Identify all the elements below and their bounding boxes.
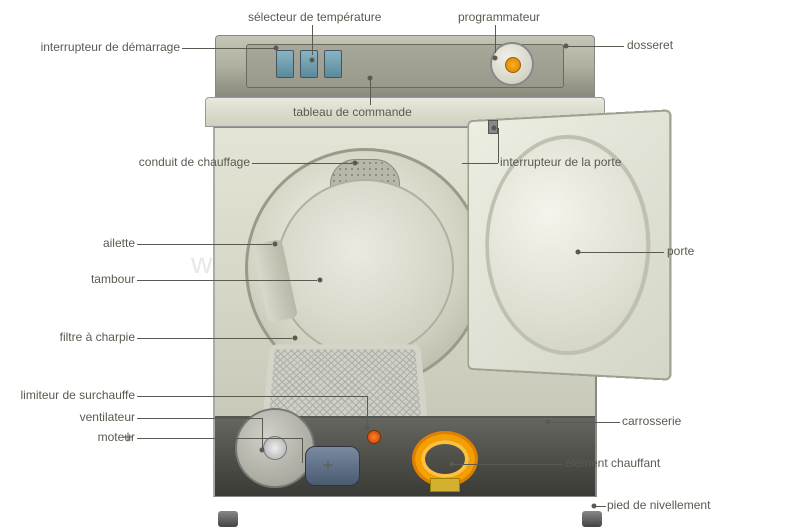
leader-dot	[546, 420, 551, 425]
label-leveling-foot: pied de nivellement	[607, 498, 710, 512]
leader-dot	[274, 46, 279, 51]
motor	[305, 446, 360, 486]
label-door-switch: interrupteur de la porte	[500, 155, 621, 169]
leader-dot	[310, 58, 315, 63]
leader	[548, 422, 620, 423]
leader-dot	[576, 250, 581, 255]
backsplash	[215, 35, 595, 97]
label-vane: ailette	[103, 236, 135, 250]
leader-dot	[260, 448, 265, 453]
leader	[262, 418, 263, 448]
heating-element	[415, 434, 475, 484]
label-heating-duct: conduit de chauffage	[139, 155, 250, 169]
leader-dot	[365, 426, 370, 431]
label-safety-thermostat: limiteur de surchauffe	[20, 388, 135, 402]
label-temperature-selector: sélecteur de température	[248, 10, 381, 24]
leader-dot	[293, 336, 298, 341]
leader	[566, 46, 624, 47]
timer-dial	[490, 42, 534, 86]
label-lint-trap: filtre à charpie	[60, 330, 135, 344]
leader	[596, 506, 606, 507]
leader	[137, 418, 262, 419]
leader	[498, 128, 499, 163]
label-fan: ventilateur	[80, 410, 135, 424]
label-drum: tambour	[91, 272, 135, 286]
temperature-switch	[300, 50, 318, 78]
label-cabinet: carrosserie	[622, 414, 681, 428]
leader	[137, 338, 292, 339]
label-door: porte	[667, 244, 694, 258]
label-control-panel: tableau de commande	[293, 105, 412, 119]
label-motor: moteur	[98, 430, 135, 444]
label-timer: programmateur	[458, 10, 540, 24]
leader	[495, 25, 496, 53]
fan-housing	[235, 408, 315, 488]
leader	[302, 438, 303, 463]
heating-coil-base	[430, 478, 460, 492]
switch-group	[276, 50, 342, 78]
plus-marker	[324, 461, 333, 470]
drum	[276, 179, 454, 357]
leader	[578, 252, 664, 253]
leader-dot	[318, 278, 323, 283]
leader-dot	[493, 56, 498, 61]
leader	[137, 280, 317, 281]
heating-coil	[415, 434, 475, 484]
leader	[452, 464, 562, 465]
leader	[367, 396, 368, 426]
leader	[312, 25, 313, 55]
leader-dot	[564, 44, 569, 49]
leader-dot	[353, 161, 358, 166]
start-switch	[276, 50, 294, 78]
label-start-switch: interrupteur de démarrage	[41, 40, 180, 54]
leader-dot	[492, 126, 497, 131]
temperature-switch-2	[324, 50, 342, 78]
leader-dot	[592, 504, 597, 509]
leader	[137, 438, 302, 439]
leader-dot	[273, 242, 278, 247]
leader	[252, 163, 352, 164]
fan-center	[263, 436, 287, 460]
leader	[462, 163, 498, 164]
safety-thermostat	[367, 430, 381, 444]
leader	[182, 48, 274, 49]
leader	[370, 78, 371, 105]
leader	[137, 244, 272, 245]
label-backguard: dosseret	[627, 38, 673, 52]
leader-dot	[368, 76, 373, 81]
leader	[137, 396, 367, 397]
label-heating-element: élément chauffant	[565, 456, 660, 470]
leader-dot	[450, 462, 455, 467]
lower-compartment	[215, 416, 595, 496]
